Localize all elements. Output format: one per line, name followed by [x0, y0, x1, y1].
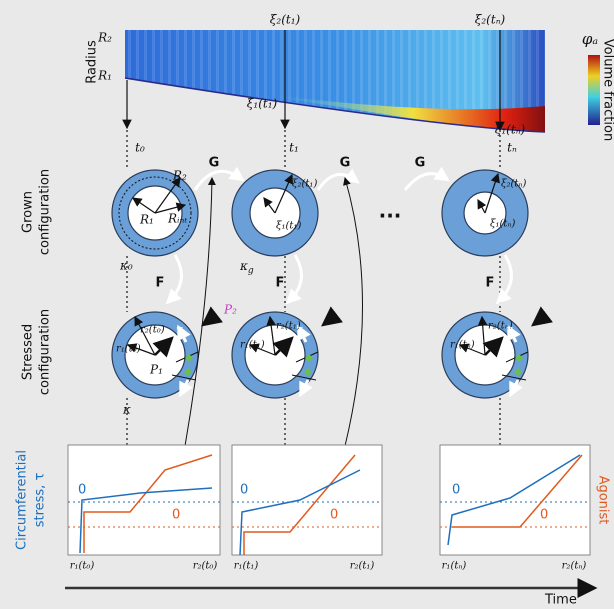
axis-label: stress, τ	[33, 473, 48, 528]
colorbar-label: Volume fraction	[601, 39, 614, 141]
axis-label: Agonist	[596, 476, 611, 525]
x-label: r₂(t₁)	[350, 561, 375, 572]
zero-label: 0	[330, 508, 338, 523]
label: R₁	[97, 69, 112, 83]
label: τ	[506, 323, 513, 337]
time-label: t₀	[135, 141, 145, 155]
ellipsis: ...	[379, 199, 402, 223]
colorbar-symbol: φₐ	[582, 30, 598, 48]
zero-label: 0	[540, 508, 548, 523]
zero-label: 0	[240, 483, 248, 498]
axis-label: Time	[544, 593, 577, 608]
label: ξ₂(tₙ)	[501, 179, 526, 190]
label-part: g	[248, 266, 254, 276]
map-label: F	[156, 276, 165, 291]
row-label: configuration	[38, 169, 53, 255]
label: ξ₁(tₙ)	[490, 219, 515, 230]
label: τ	[176, 323, 183, 337]
zero-label: 0	[172, 508, 180, 523]
map-label: F	[486, 276, 495, 291]
label: r₁(t₀)	[116, 344, 141, 355]
label: ξ₂(tₙ)	[475, 13, 506, 27]
label: R₁	[139, 213, 154, 227]
x-label: r₁(t₁)	[234, 561, 259, 572]
zero-label: 0	[452, 483, 460, 498]
radius-heatmap	[124, 30, 600, 133]
stress-plot	[231, 444, 383, 556]
label: ξ₁(tₙ)	[495, 123, 526, 137]
label: ξ₁(t₁)	[247, 97, 278, 111]
label: ξ₁(t₁)	[276, 221, 301, 232]
x-label: r₁(t₀)	[70, 561, 95, 572]
label: ξ₂(t₁)	[292, 179, 317, 190]
label-part: κ	[239, 259, 248, 273]
x-label: r₁(tₙ)	[442, 561, 467, 572]
label: r₂(t₁)	[276, 321, 301, 332]
label: P₁	[149, 363, 163, 377]
label: κ	[122, 403, 131, 417]
label: r₁(tₙ)	[450, 340, 475, 351]
stress-plot	[439, 444, 591, 556]
label: r₂(tₙ)	[488, 321, 513, 332]
map-label: G	[209, 156, 220, 171]
axis-label: Radius	[85, 40, 100, 84]
x-label: r₂(t₀)	[193, 561, 218, 572]
time-label: tₙ	[507, 141, 517, 155]
map-label: G	[340, 156, 351, 171]
label: R₂	[97, 31, 112, 45]
label: ξ₂(t₁)	[270, 13, 301, 27]
zero-label: 0	[78, 483, 86, 498]
label: r₁(t₁)	[240, 340, 265, 351]
time-label: t₁	[289, 141, 299, 155]
axis-label: Circumferential	[15, 450, 30, 550]
label: R₂	[172, 169, 187, 183]
label: P₂	[223, 303, 237, 317]
row-label: Grown	[21, 191, 36, 233]
label: κg	[239, 259, 254, 276]
stress-plot	[67, 444, 221, 556]
label: κ₀	[119, 259, 133, 273]
label: Rᵢₙₜ	[167, 212, 187, 226]
label: τ	[296, 323, 303, 337]
map-label: F	[276, 276, 285, 291]
map-label: G	[415, 156, 426, 171]
label: r₂(t₀)	[140, 325, 165, 336]
row-label: Stressed	[21, 324, 36, 380]
x-label: r₂(tₙ)	[562, 561, 587, 572]
row-label: configuration	[38, 309, 53, 395]
